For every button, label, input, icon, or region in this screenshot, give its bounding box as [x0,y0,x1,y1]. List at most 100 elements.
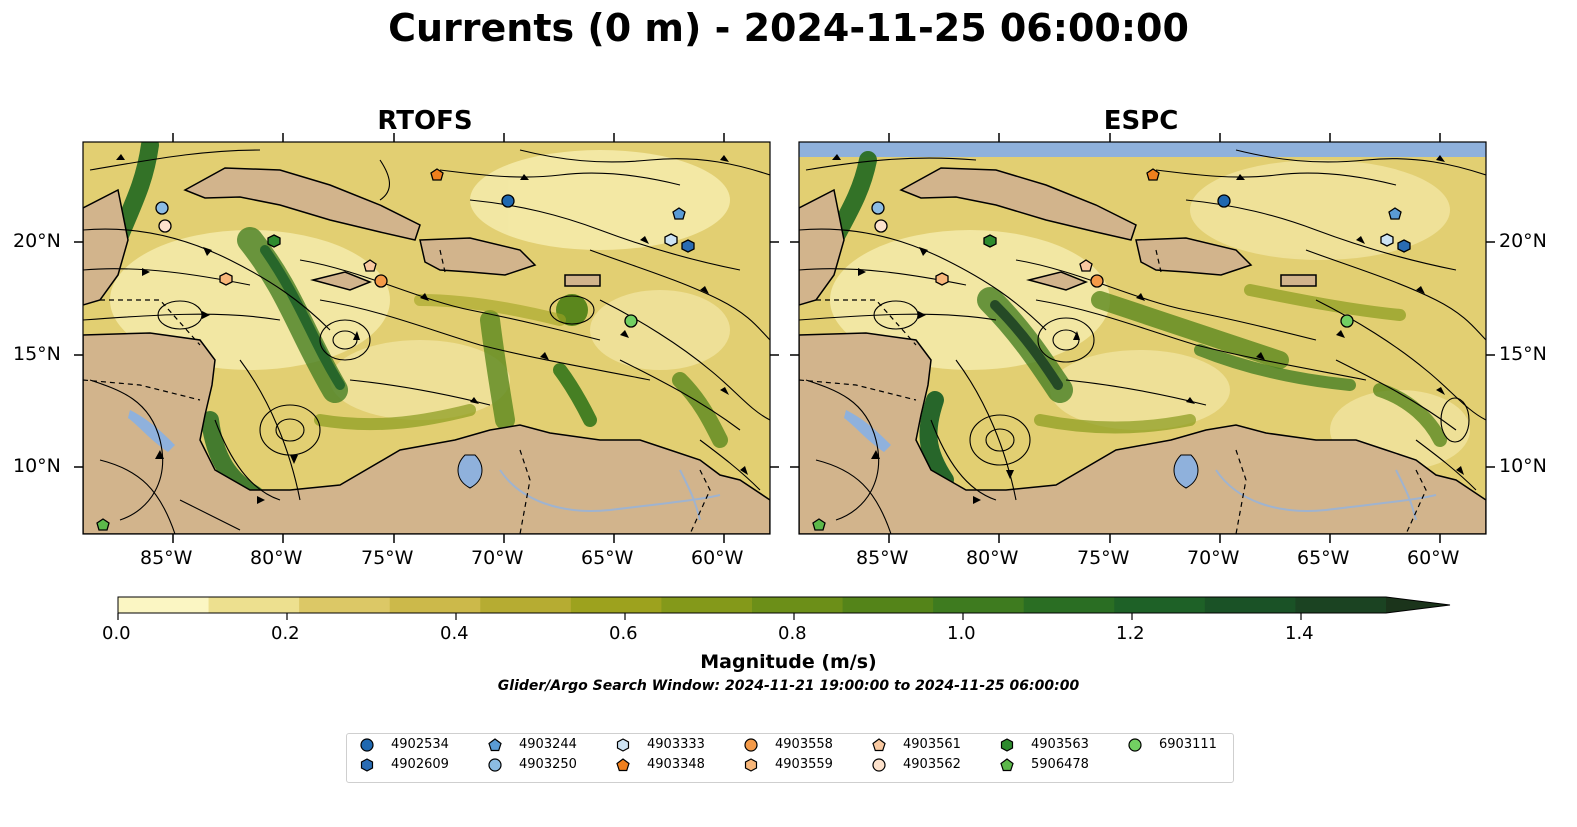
legend-label: 4903558 [775,737,833,752]
legend-marker [488,758,502,772]
colorbar-title: Magnitude (m/s) [700,651,877,673]
marker-4902534[interactable] [1217,194,1231,208]
colorbar-step [480,597,572,613]
colorbar-outline [117,596,1451,614]
marker-4903244[interactable] [672,207,686,220]
marker-4903561[interactable] [363,259,377,272]
lat-tick-label: 10°N [13,455,61,477]
lon-tick-label: 85°W [140,547,193,569]
land [799,167,1486,534]
lat-tick-label: 15°N [1499,343,1547,365]
marker-4903333[interactable] [664,233,678,247]
rivers [1215,469,1437,521]
colorbar-tick-label: 1.2 [1116,623,1145,644]
marker-4902609[interactable] [681,239,695,253]
marker-4903561[interactable] [1079,259,1093,272]
map-espc [799,142,1486,534]
marker-4903559[interactable] [219,272,233,286]
legend-label: 4903348 [647,757,705,772]
speed-field [109,142,730,534]
map-frame-rtofs [82,141,771,535]
marker-6903111[interactable] [624,314,638,328]
colorbar-tick-label: 0.6 [609,623,638,644]
marker-4903562[interactable] [874,219,888,233]
marker-4903558[interactable] [1090,274,1104,288]
legend-label: 4903562 [903,757,961,772]
marker-4903348[interactable] [430,168,444,181]
lon-tick-label: 70°W [1187,547,1240,569]
streamline-arrows [116,154,748,504]
country-borders [799,249,1427,534]
legend-marker [872,758,886,772]
figure-title: Currents (0 m) - 2024-11-25 06:00:00 [388,6,1189,50]
marker-5906478[interactable] [96,518,110,531]
lon-tick-label: 85°W [856,547,909,569]
no-data-band [799,142,1486,157]
colorbar-step [1204,597,1296,613]
marker-6903111[interactable] [1340,314,1354,328]
marker-4903558[interactable] [374,274,388,288]
legend-label: 4903563 [1031,737,1089,752]
lon-tick-label: 75°W [361,547,414,569]
legend-marker [1128,738,1142,752]
legend-marker [616,738,630,752]
legend-marker [360,738,374,752]
marker-4903333[interactable] [1380,233,1394,247]
marker-4903559[interactable] [935,272,949,286]
marker-4902609[interactable] [1397,239,1411,253]
panel-title-espc: ESPC [1103,106,1179,136]
panel-title-rtofs: RTOFS [377,106,473,136]
legend-label: 4903333 [647,737,705,752]
colorbar-step [1114,597,1206,613]
marker-4903250[interactable] [871,201,885,215]
marker-5906478[interactable] [812,518,826,531]
streamline-arrows [832,154,1464,504]
legend-marker [360,758,374,772]
legend-marker [744,758,758,772]
marker-4903563[interactable] [267,234,281,248]
lon-tick-label: 70°W [471,547,524,569]
lat-tick-label: 15°N [13,343,61,365]
legend-marker [1000,758,1014,772]
legend-label: 4903559 [775,757,833,772]
legend-label: 4902609 [391,757,449,772]
legend-marker [1000,738,1014,752]
colorbar-tick-label: 1.0 [947,623,976,644]
marker-4903244[interactable] [1388,207,1402,220]
axis-ticks [74,133,1495,543]
platform-legend: 4902534 4902609 4903244 4903250 4903333 49033… [346,733,1234,783]
country-borders [83,249,711,534]
colorbar-step [570,597,662,613]
colorbar-step [208,597,300,613]
land [83,167,770,534]
colorbar-step [933,597,1025,613]
marker-4903250[interactable] [155,201,169,215]
lon-tick-label: 80°W [250,547,303,569]
colorbar-extend-arrow [1386,597,1450,613]
colorbar-step [842,597,934,613]
lat-tick-label: 10°N [1499,455,1547,477]
legend-label: 4903250 [519,757,577,772]
colorbar-tick-label: 0.0 [102,623,131,644]
platform-markers-rtofs [96,168,695,531]
legend-marker [616,758,630,772]
lon-tick-label: 75°W [1077,547,1130,569]
marker-4903562[interactable] [158,219,172,233]
colorbar [117,596,1451,620]
marker-4903563[interactable] [983,234,997,248]
colorbar-step [389,597,481,613]
colorbar-tick-label: 1.4 [1285,623,1314,644]
rivers [499,469,721,521]
colorbar-step [752,597,844,613]
marker-4903348[interactable] [1146,168,1160,181]
marker-4902534[interactable] [501,194,515,208]
search-window-note: Glider/Argo Search Window: 2024-11-21 19… [497,678,1080,694]
colorbar-tick-label: 0.4 [440,623,469,644]
colorbar-step [1295,597,1387,613]
lon-tick-label: 80°W [966,547,1019,569]
legend-label: 4903561 [903,737,961,752]
streamlines [83,149,770,534]
legend-marker [872,738,886,752]
map-rtofs [83,142,770,534]
